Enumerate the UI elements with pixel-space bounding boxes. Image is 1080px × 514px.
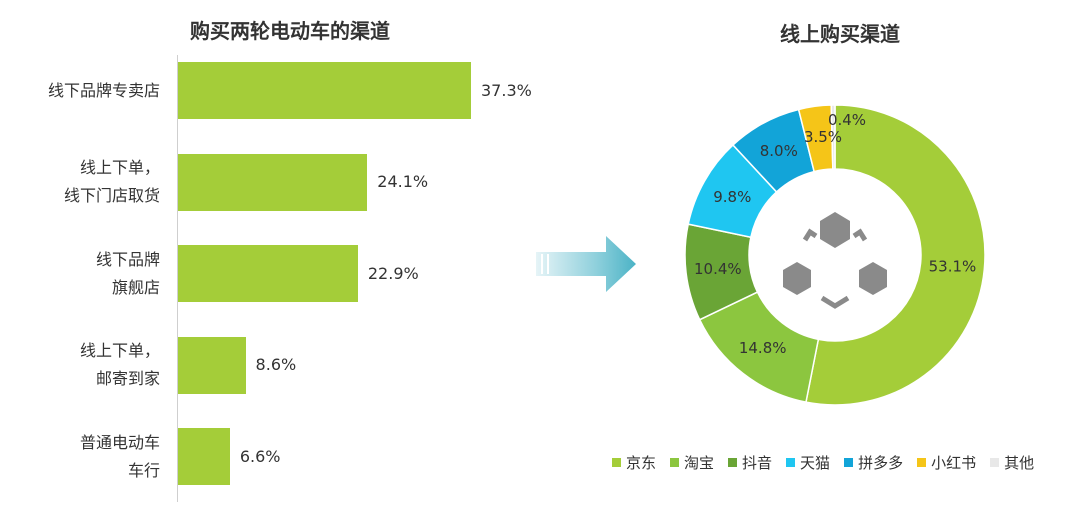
bar-value-label: 22.9% <box>367 263 419 283</box>
bar <box>178 245 358 302</box>
bar-value-label: 6.6% <box>239 446 281 466</box>
right-arrow-icon <box>536 236 636 292</box>
legend-label: 其他 <box>1004 454 1035 472</box>
bar <box>178 428 230 485</box>
bar-category-label: 普通电动车 车行 <box>79 432 160 480</box>
legend-swatch <box>728 458 738 467</box>
donut-slice-label: 10.4% <box>694 260 742 278</box>
bar-value-label: 24.1% <box>377 172 429 191</box>
donut-chart: 53.1% 14.8% 10.4% 9.8% 8.0% 3.5%0.4% <box>684 104 986 406</box>
bar-value-label: 37.3% <box>481 80 532 100</box>
donut-slice-label: 0.4% <box>828 111 866 129</box>
legend-item: 京东 <box>612 452 656 473</box>
legend-item: 拼多多 <box>844 452 903 473</box>
legend-swatch <box>786 458 796 467</box>
bar-category-label: 线下品牌 旗舰店 <box>95 249 160 297</box>
legend-label: 京东 <box>626 454 657 472</box>
bar-category-label: 线上下单， 邮寄到家 <box>79 341 160 388</box>
legend-item: 抖音 <box>728 452 772 473</box>
bar <box>178 336 246 394</box>
bar-axis-line <box>177 55 178 502</box>
donut-slice-label: 14.8% <box>739 339 787 357</box>
legend-swatch <box>670 458 680 467</box>
legend-label: 天猫 <box>800 454 831 472</box>
bar <box>178 62 471 119</box>
pie-legend: 京东 淘宝 抖音 天猫 拼多多 小红书 其他 <box>612 452 1034 473</box>
legend-item: 其他 <box>990 452 1034 473</box>
legend-label: 小红书 <box>931 454 977 472</box>
legend-swatch <box>917 458 927 467</box>
donut-slice-label: 3.5% <box>804 128 842 146</box>
legend-label: 抖音 <box>742 454 773 472</box>
bar-chart-title: 购买两轮电动车的渠道 <box>190 19 390 43</box>
pie-chart-title: 线上购买渠道 <box>780 22 900 46</box>
hexagon-cluster-icon <box>783 212 887 309</box>
bar-value-label: 8.6% <box>255 355 297 374</box>
legend-swatch <box>990 458 1000 467</box>
bar <box>178 153 368 211</box>
legend-item: 小红书 <box>917 452 976 473</box>
legend-item: 淘宝 <box>670 452 714 473</box>
legend-label: 淘宝 <box>684 454 715 472</box>
legend-swatch <box>612 458 621 467</box>
legend-item: 天猫 <box>786 452 830 473</box>
legend-swatch <box>844 458 854 467</box>
bar-category-label: 线上下单， 线下门店取货 <box>63 158 160 205</box>
legend-label: 拼多多 <box>858 454 904 472</box>
donut-slice-label: 53.1% <box>929 257 977 275</box>
donut-slice-label: 9.8% <box>713 188 751 206</box>
donut-slice-label: 8.0% <box>760 142 798 160</box>
bar-category-label: 线下品牌专卖店 <box>47 80 160 100</box>
